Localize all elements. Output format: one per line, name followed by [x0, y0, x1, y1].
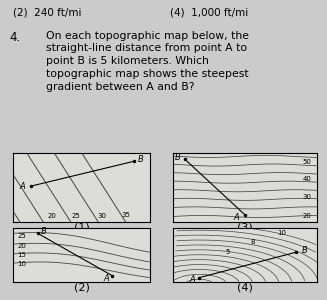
Text: A: A	[104, 274, 109, 283]
Text: B: B	[138, 155, 144, 164]
Text: (2)  240 ft/mi: (2) 240 ft/mi	[13, 7, 81, 17]
Text: 20: 20	[47, 214, 56, 220]
Text: 20: 20	[303, 214, 312, 220]
Text: 20: 20	[17, 243, 26, 249]
Text: (1): (1)	[74, 223, 90, 233]
Text: 10: 10	[17, 261, 26, 267]
Text: B: B	[41, 227, 46, 236]
Text: 50: 50	[303, 159, 312, 165]
Text: A: A	[20, 182, 26, 190]
Text: (2): (2)	[74, 283, 90, 293]
Text: A: A	[189, 275, 195, 284]
Text: (4)  1,000 ft/mi: (4) 1,000 ft/mi	[170, 7, 248, 17]
Text: 5: 5	[226, 249, 230, 255]
Text: B: B	[301, 246, 307, 255]
Text: 30: 30	[303, 194, 312, 200]
Text: 8: 8	[250, 238, 255, 244]
Text: 30: 30	[98, 214, 107, 220]
Text: 25: 25	[17, 233, 26, 239]
Text: 25: 25	[72, 214, 81, 220]
Text: 4.: 4.	[10, 31, 21, 44]
Text: (3): (3)	[237, 223, 253, 233]
Text: On each topographic map below, the
straight-line distance from point A to
point : On each topographic map below, the strai…	[46, 31, 249, 92]
Text: A: A	[234, 213, 239, 222]
Text: 35: 35	[121, 212, 130, 218]
Text: (4): (4)	[237, 283, 253, 293]
Text: 40: 40	[303, 176, 312, 182]
Text: 10: 10	[277, 230, 286, 236]
Text: B: B	[175, 153, 181, 162]
Text: 15: 15	[17, 252, 26, 258]
